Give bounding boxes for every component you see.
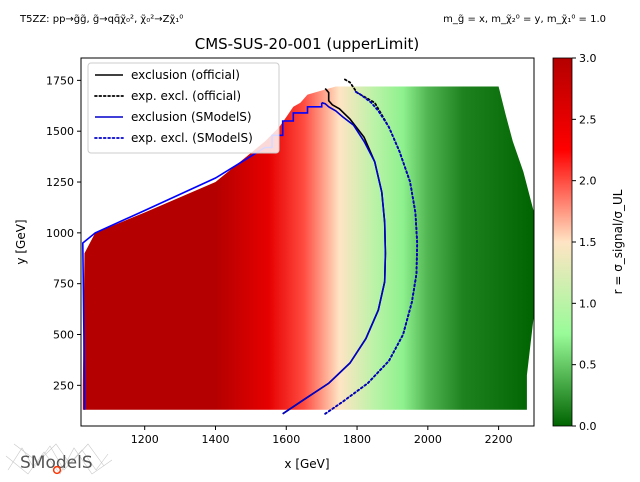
y-tick-label: 750: [53, 278, 74, 291]
colorbar: [552, 57, 573, 427]
logo-mesh: [5, 443, 113, 475]
x-tick-label: 1800: [343, 433, 371, 446]
y-axis: 250 500 750 1000 1250 1500 1750: [46, 74, 81, 392]
heatmap-layer: [82, 86, 534, 410]
chart-title: CMS-SUS-20-001 (upperLimit): [195, 35, 420, 53]
logo-accent: [52, 465, 62, 475]
colorbar-tick-label: 1.5: [579, 236, 597, 249]
mass-text: m_g̃ = x, m_χ̃₂⁰ = y, m_χ̃₁⁰ = 1.0: [443, 13, 606, 25]
series-line-4: [324, 89, 419, 415]
plot-frame: [80, 57, 535, 427]
colorbar-tick-label: 2.5: [579, 113, 597, 126]
x-axis-label: x [GeV]: [284, 457, 329, 471]
x-tick-label: 1200: [131, 433, 159, 446]
smodels-logo: SModelS: [4, 440, 116, 478]
colorbar-tick-label: 3.0: [579, 52, 597, 65]
colorbar-tick-label: 1.0: [579, 297, 597, 310]
smodels-logo-graphic: SModelS: [5, 443, 113, 475]
process-text: T5ZZ: pp→g̃g̃, g̃→qq̄χ̃₀², χ̃₀²→Zχ̃₁⁰: [19, 13, 183, 25]
series-line-3: [282, 101, 387, 415]
colorbar-label: r = σ_signal/σ_UL: [611, 189, 625, 294]
heatmap-region: [82, 86, 534, 410]
x-tick-label: 1400: [201, 433, 229, 446]
legend-box: [87, 62, 280, 154]
legend-label: exp. excl. (SModelS): [131, 131, 253, 145]
y-tick-label: 1250: [46, 176, 74, 189]
x-axis: 1200 1400 1600 1800 2000 2200: [131, 426, 513, 446]
y-tick-label: 1000: [46, 227, 74, 240]
legend-label: exclusion (SModelS): [131, 110, 252, 124]
x-tick-label: 2200: [485, 433, 513, 446]
colorbar-tick-label: 2.0: [579, 175, 597, 188]
logo-text: SModelS: [20, 453, 93, 473]
colorbar-tick-label: 0.5: [579, 359, 597, 372]
legend-label: exp. excl. (official): [131, 89, 241, 103]
legend: exclusion (official) exp. excl. (official…: [87, 62, 280, 154]
x-tick-label: 2000: [414, 433, 442, 446]
colorbar-tick-label: 0.0: [579, 420, 597, 433]
y-tick-label: 500: [53, 329, 74, 342]
y-tick-label: 250: [53, 379, 74, 392]
legend-label: exclusion (official): [131, 68, 240, 82]
y-tick-label: 1500: [46, 125, 74, 138]
colorbar-axis: 0.0 0.5 1.0 1.5 2.0 2.5 3.0: [572, 52, 597, 433]
y-tick-label: 1750: [46, 74, 74, 87]
y-axis-label: y [GeV]: [14, 219, 28, 264]
x-tick-label: 1600: [272, 433, 300, 446]
